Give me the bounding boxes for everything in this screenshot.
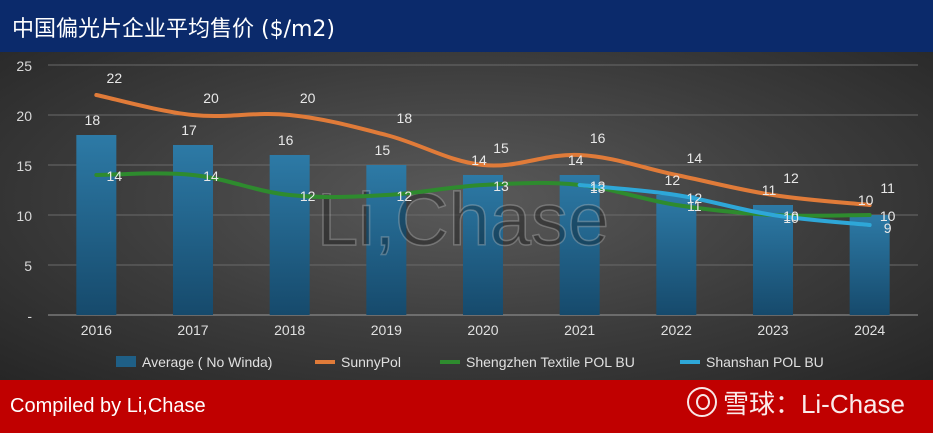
plot-watermark: Li,Chase [317,178,609,261]
data-label: 12 [783,170,799,186]
data-label: 14 [687,150,703,166]
data-label: 16 [590,130,606,146]
footer-bar [0,380,933,433]
bar-average [849,215,890,315]
y-tick-label: 10 [16,208,32,224]
footer-watermark-text: 雪球：Li-Chase [722,389,905,419]
y-tick-label: - [27,308,32,324]
y-tick-label: 25 [16,58,32,74]
data-label: 15 [375,142,391,158]
data-label: 14 [107,168,123,184]
data-label: 12 [300,188,316,204]
data-label: 13 [590,180,606,196]
y-tick-label: 20 [16,108,32,124]
x-tick-label: 2021 [564,322,595,338]
x-tick-label: 2018 [274,322,305,338]
line-shanshan [577,183,872,227]
bar-average [76,135,117,315]
bar-average [366,165,407,315]
data-label: 14 [471,152,487,168]
bar-average [656,195,697,315]
data-label: 18 [397,110,413,126]
x-tick-label: 2016 [81,322,112,338]
data-label: 11 [762,182,777,198]
line-shengzhen [94,171,872,218]
data-label: 10 [858,192,874,208]
legend-label: Shanshan POL BU [706,354,824,370]
snowball-logo-icon [686,387,717,417]
x-tick-label: 2019 [371,322,402,338]
data-label: 14 [568,152,584,168]
data-label: 10 [783,210,799,226]
legend-label: SunnyPol [341,354,401,370]
legend-label: Shengzhen Textile POL BU [466,354,635,370]
credit-text: Compiled by Li,Chase [10,395,206,417]
x-tick-label: 2020 [467,322,498,338]
data-label: 12 [687,190,703,206]
data-label: 11 [880,180,895,196]
legend-label: Average ( No Winda) [142,354,272,370]
data-label: 16 [278,132,294,148]
data-label: 14 [203,168,219,184]
data-label: 18 [85,112,101,128]
data-label: 12 [397,188,413,204]
data-label: 20 [300,90,316,106]
title-bar [0,0,933,52]
data-label: 9 [884,220,892,236]
y-tick-label: 5 [24,258,32,274]
x-tick-label: 2017 [177,322,208,338]
data-label: 17 [181,122,197,138]
data-label: 13 [493,178,509,194]
data-label: 22 [107,70,123,86]
bar-average [753,205,793,315]
legend-swatch [116,356,136,367]
data-label: 20 [203,90,219,106]
data-label: 10 [880,208,896,224]
bar-average [463,175,503,315]
bar-average [269,155,310,315]
y-tick-label: 15 [16,158,32,174]
x-tick-label: 2023 [757,322,788,338]
data-label: 12 [665,172,681,188]
bar-average [559,175,600,315]
data-label: 15 [493,140,509,156]
data-label: 11 [687,198,702,214]
x-tick-label: 2024 [854,322,885,338]
x-tick-label: 2022 [661,322,692,338]
chart-title: 中国偏光片企业平均售价 ($/m2) [12,17,335,42]
line-sunnypol [94,93,872,207]
footer-watermark: 雪球：Li-Chase [686,384,905,421]
